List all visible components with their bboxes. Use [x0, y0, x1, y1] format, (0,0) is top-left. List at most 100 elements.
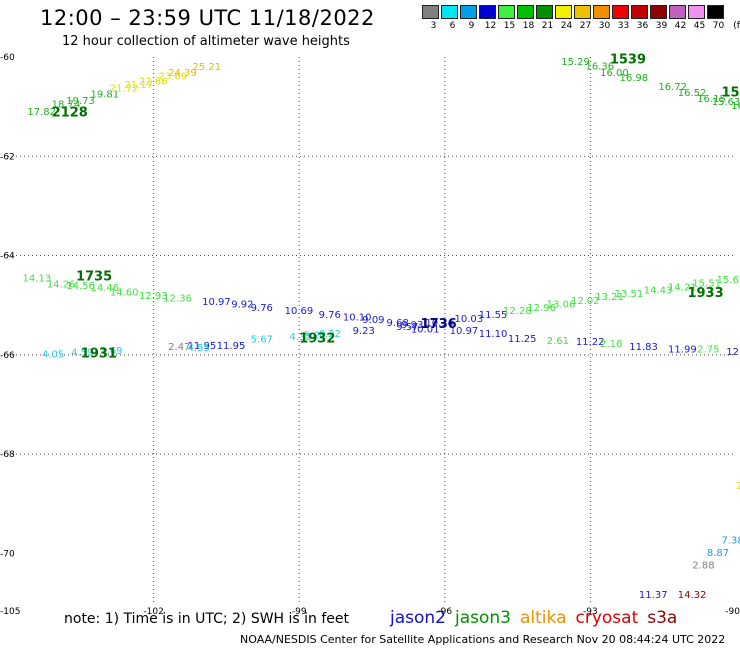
wave-height-value: 9.92: [231, 300, 253, 311]
wave-height-value: 22.66: [139, 76, 168, 87]
satellite-name: jason2: [390, 608, 446, 628]
longitude-label: -105: [0, 607, 20, 617]
wave-height-value: 11.83: [629, 342, 658, 353]
legend-swatch: [555, 5, 572, 19]
longitude-label: -96: [437, 607, 452, 617]
wave-height-value: 12.28: [503, 306, 532, 317]
wave-height-value: 9.93: [401, 320, 423, 331]
wave-height-value: 4.55: [188, 343, 210, 354]
legend-swatch: [536, 5, 553, 19]
wave-height-value: 14.21: [668, 282, 697, 293]
wave-height-value: 16.36: [586, 61, 615, 72]
wave-height-value: 14.26: [47, 279, 76, 290]
wave-height-value: 14.13: [23, 273, 52, 284]
wave-height-value: 16.72: [658, 82, 687, 93]
wave-height-value: 16.00: [600, 68, 629, 79]
wave-height-value: 17.82: [27, 107, 56, 118]
wave-height-value: 2.61: [547, 336, 569, 347]
satellite-name: altika: [520, 608, 567, 628]
pass-time-labels: 212815391540173519331932193117361432: [52, 52, 740, 361]
legend-swatch: [669, 5, 686, 19]
pass-time: 1735: [76, 269, 112, 284]
wave-height-value: 9.76: [319, 310, 341, 321]
longitude-label: -99: [292, 607, 307, 617]
wave-height-value: 12.00: [726, 347, 740, 358]
pass-time: 2128: [52, 106, 88, 121]
wave-height-value: 10.97: [202, 297, 231, 308]
legend-label: 36: [636, 21, 649, 31]
legend-label: 3: [430, 21, 437, 31]
legend-label: 24: [560, 21, 573, 31]
legend-label: 27: [579, 21, 592, 31]
legend-label: 21: [541, 21, 554, 31]
legend-swatch: [422, 5, 439, 19]
pass-time: 1932: [299, 331, 335, 346]
wave-height-value: 14.32: [678, 590, 707, 601]
footer-note: note: 1) Time is in UTC; 2) SWH is in fe…: [64, 611, 350, 627]
wave-height-value: 12.36: [163, 294, 192, 305]
wave-height-value: 15.29: [561, 57, 590, 68]
wave-height-value: 8.87: [707, 548, 729, 559]
wave-height-value: 11.95: [217, 341, 246, 352]
wave-height-value: 11.25: [508, 334, 537, 345]
wave-height-value: 15.51: [692, 278, 721, 289]
legend-label: 45: [693, 21, 706, 31]
legend-swatch: [688, 5, 705, 19]
longitude-label: -102: [143, 607, 163, 617]
satellite-name: s3a: [647, 608, 678, 628]
wave-height-value: 18.74: [52, 100, 81, 111]
wave-height-value: 2: [736, 481, 740, 492]
pass-time: 1539: [610, 52, 646, 67]
wave-height-value: 21.17: [124, 80, 153, 91]
satellite-legend: jason2 jason3 altika cryosat s3a: [390, 608, 686, 628]
legend-label: 6: [449, 21, 456, 31]
wave-height-value: 13.51: [615, 289, 644, 300]
wave-height-value: 14.43: [644, 285, 673, 296]
wave-height-value: 16.52: [678, 88, 707, 99]
legend-swatch: [612, 5, 629, 19]
pass-time: 1736: [421, 317, 457, 332]
wave-height-value: 14.46: [91, 283, 120, 294]
wave-height-value: 16.15: [697, 94, 726, 105]
legend-label: 30: [598, 21, 611, 31]
wave-height-value: 2.75: [697, 344, 719, 355]
legend-label: 15: [503, 21, 516, 31]
lat-lon-grid: [8, 57, 736, 603]
wave-height-value: 15.63: [717, 275, 740, 286]
pass-time: 1931: [81, 346, 117, 361]
wave-height-value: 14.60: [110, 287, 139, 298]
legend-swatch: [460, 5, 477, 19]
wave-height-value: 16.98: [620, 73, 649, 84]
wave-height-value: 21.72: [110, 84, 139, 95]
wave-height-value: 9.76: [251, 303, 273, 314]
wave-height-value: 11.55: [479, 310, 508, 321]
legend-swatch: [650, 5, 667, 19]
latitude-label: -64: [0, 252, 15, 262]
wave-height-value: 6.22: [319, 329, 341, 340]
legend-swatch: [574, 5, 591, 19]
wave-height-value: 2.88: [692, 560, 714, 571]
wave-height-value: 19.81: [91, 90, 120, 101]
wave-height-value: 2.47: [168, 342, 190, 353]
legend-swatch: [498, 5, 515, 19]
longitude-label: -93: [583, 607, 598, 617]
legend-swatch: [517, 5, 534, 19]
wave-height-value: 9.23: [353, 326, 375, 337]
legend-swatch: [593, 5, 610, 19]
credit-line: NOAA/NESDIS Center for Satellite Applica…: [240, 633, 726, 646]
wave-height-value: 10.69: [285, 306, 314, 317]
wave-height-value: 9.09: [362, 315, 384, 326]
wave-height-value: 11.95: [188, 341, 217, 352]
wave-height-value: 5.67: [251, 334, 273, 345]
latitude-label: -66: [0, 351, 15, 361]
wave-height-value: 11.99: [668, 344, 697, 355]
latitude-label: -68: [0, 450, 15, 460]
wave-height-value: 10.01: [411, 324, 440, 335]
wave-height-value: 13.21: [595, 292, 624, 303]
wave-height-value: 13.06: [547, 300, 576, 311]
wave-height-value: 11.37: [639, 590, 668, 601]
longitude-label: -90: [725, 607, 740, 617]
legend-label: 39: [655, 21, 668, 31]
satellite-name: jason3: [455, 608, 511, 628]
